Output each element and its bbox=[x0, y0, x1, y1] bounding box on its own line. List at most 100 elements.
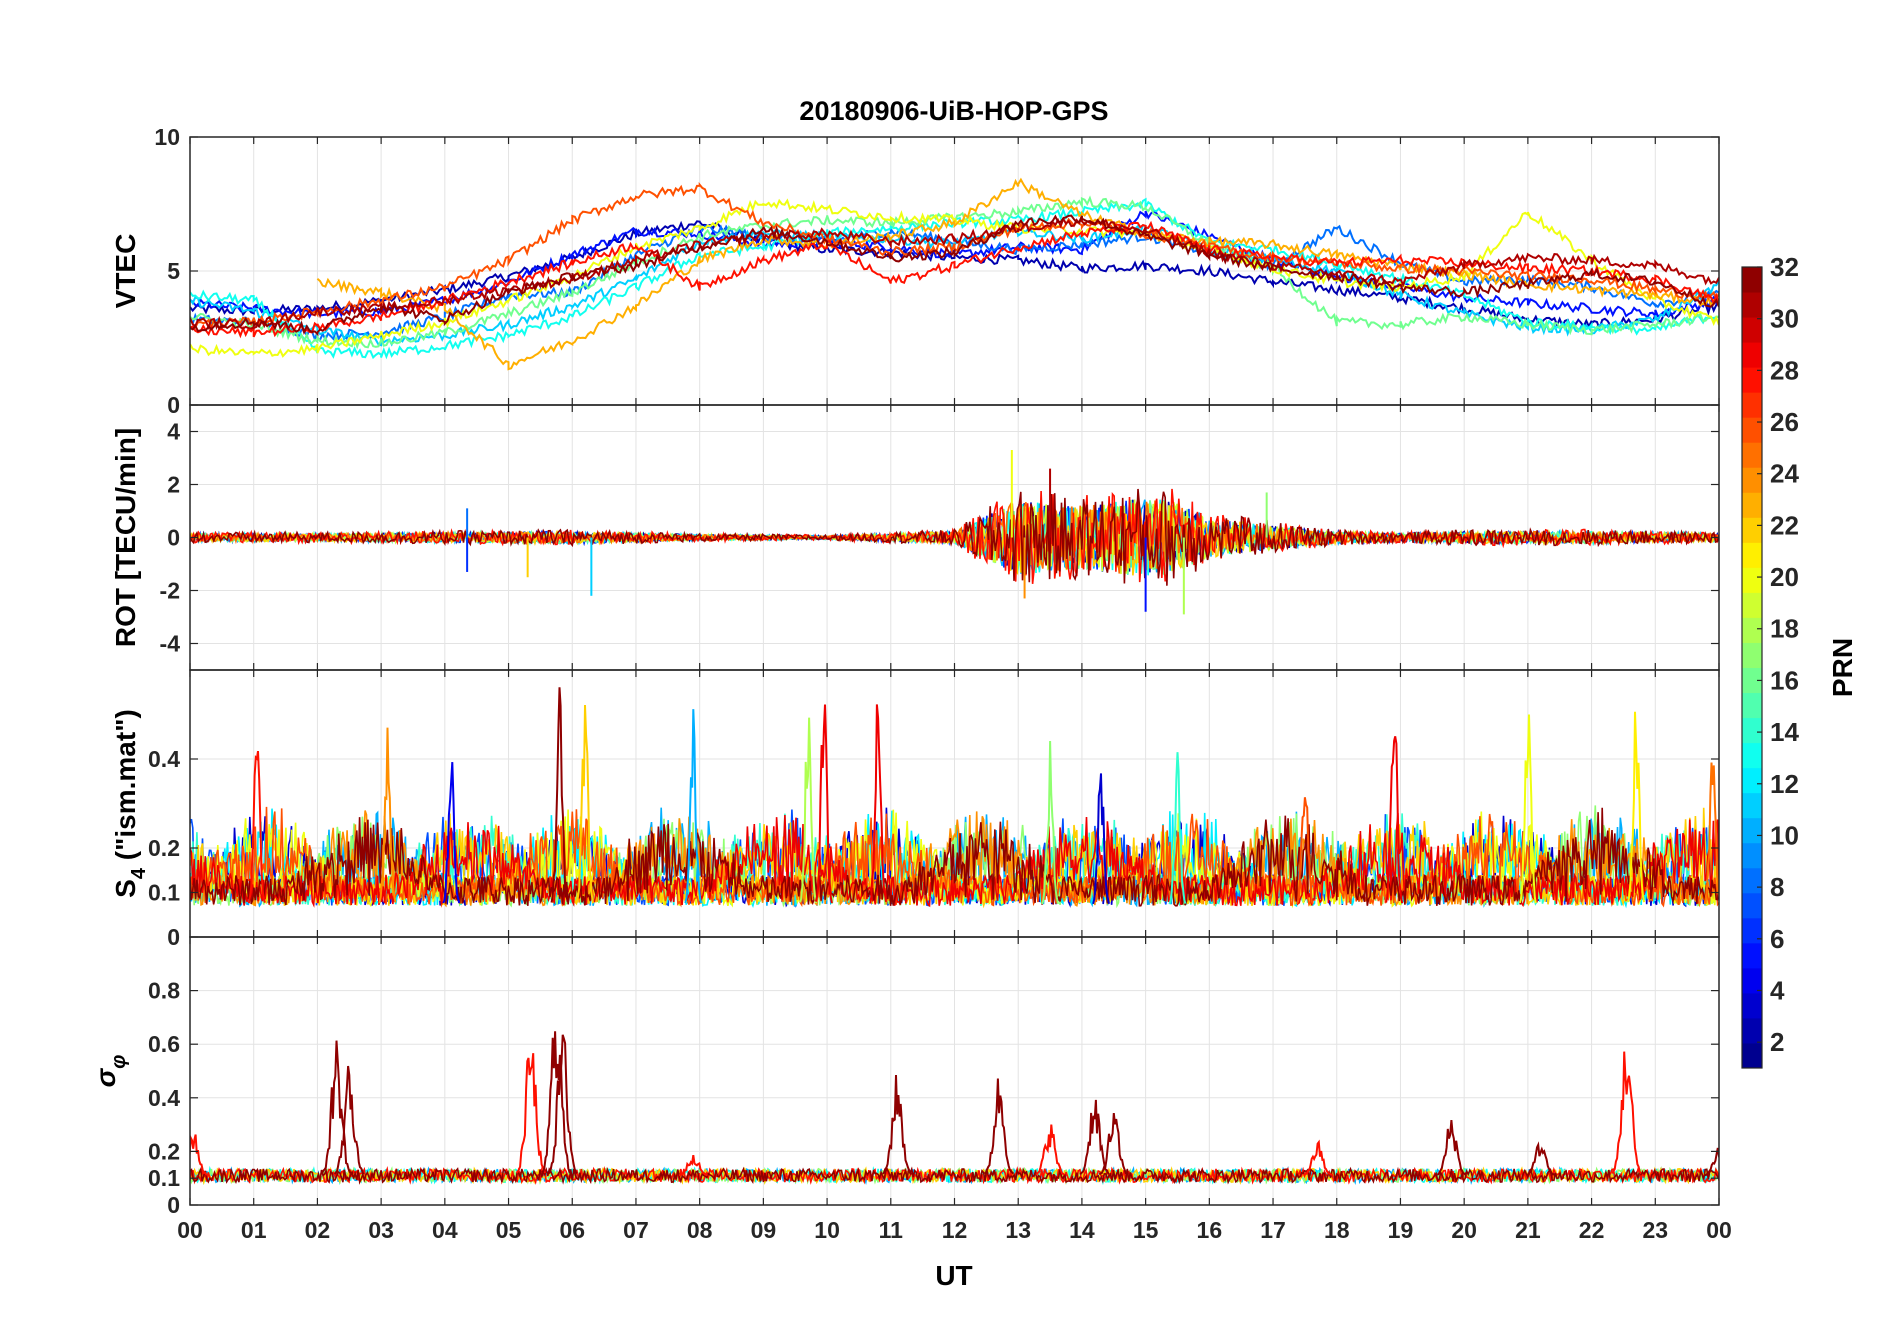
y-tick-label: 0.1 bbox=[148, 880, 180, 906]
colorbar-swatch bbox=[1742, 517, 1762, 543]
y-tick-label: 0.4 bbox=[148, 746, 180, 772]
x-tick-label: 17 bbox=[1260, 1217, 1286, 1243]
sigphi-peak bbox=[882, 1074, 913, 1176]
sigphi-peak bbox=[1526, 1141, 1556, 1176]
rot-line-prn19 bbox=[190, 499, 1719, 575]
s4-peak bbox=[1092, 773, 1110, 905]
colorbar-swatch bbox=[1742, 792, 1762, 819]
s4-peak bbox=[869, 704, 887, 904]
colorbar-swatch bbox=[1742, 392, 1762, 418]
x-tick-label: 01 bbox=[241, 1217, 267, 1243]
colorbar-tick-label: 2 bbox=[1770, 1027, 1784, 1057]
colorbar-label: PRN bbox=[1827, 638, 1858, 697]
colorbar-tick-label: 16 bbox=[1770, 665, 1799, 695]
colorbar-swatch bbox=[1742, 1042, 1762, 1069]
s4-peak bbox=[576, 704, 594, 904]
colorbar-swatch bbox=[1742, 717, 1762, 744]
y-tick-label: 0.4 bbox=[148, 1085, 180, 1111]
colorbar-swatch bbox=[1742, 767, 1762, 794]
s4-peak bbox=[1168, 752, 1187, 905]
s4-peak bbox=[378, 727, 397, 904]
sigphi-line-prn32 bbox=[190, 1166, 1719, 1185]
x-tick-label: 21 bbox=[1515, 1217, 1541, 1243]
s4-peak bbox=[1703, 762, 1719, 905]
colorbar-swatch bbox=[1742, 1017, 1762, 1044]
y-tick-label: 5 bbox=[167, 258, 180, 284]
x-tick-label: 07 bbox=[623, 1217, 649, 1243]
colorbar-swatch bbox=[1742, 917, 1762, 944]
y-tick-label: 10 bbox=[154, 124, 180, 150]
panel-vtec-ylabel: VTEC bbox=[110, 234, 141, 309]
colorbar-tick-label: 6 bbox=[1770, 924, 1784, 954]
sigphi-peak bbox=[515, 1053, 547, 1174]
x-tick-label: 08 bbox=[687, 1217, 713, 1243]
x-tick-label: 02 bbox=[305, 1217, 331, 1243]
s4-peak bbox=[442, 762, 461, 904]
sigphi-peak bbox=[547, 1034, 578, 1175]
x-tick-label: 19 bbox=[1388, 1217, 1414, 1243]
y-tick-label: 0 bbox=[167, 1192, 180, 1218]
x-tick-label: 06 bbox=[559, 1217, 585, 1243]
vtec-line-prn23 bbox=[316, 177, 1719, 371]
rot-line-prn32 bbox=[190, 488, 1719, 586]
x-axis-label: UT bbox=[935, 1260, 972, 1291]
x-tick-label: 16 bbox=[1197, 1217, 1223, 1243]
colorbar-swatch bbox=[1742, 967, 1762, 994]
colorbar-frame bbox=[1741, 266, 1763, 1069]
colorbar-swatch bbox=[1742, 317, 1762, 343]
colorbar-tick-label: 4 bbox=[1770, 975, 1785, 1005]
colorbar-swatch bbox=[1742, 492, 1762, 518]
panel-sigphi-data bbox=[190, 1031, 1719, 1186]
vtec-line-prn31 bbox=[190, 215, 1719, 331]
colorbar-swatch bbox=[1742, 567, 1762, 593]
colorbar-swatch bbox=[1742, 642, 1762, 668]
y-tick-label: 0.8 bbox=[148, 978, 180, 1004]
colorbar-tick-label: 26 bbox=[1770, 407, 1799, 437]
vtec-line-prn32 bbox=[190, 214, 1719, 337]
sigphi-peak bbox=[1436, 1120, 1467, 1176]
x-tick-label: 12 bbox=[942, 1217, 968, 1243]
x-tick-label: 13 bbox=[1005, 1217, 1031, 1243]
y-tick-label: -2 bbox=[160, 578, 180, 604]
sigphi-peak bbox=[541, 1031, 572, 1174]
sigphi-peak bbox=[334, 1065, 365, 1175]
colorbar-tick-label: 10 bbox=[1770, 820, 1799, 850]
colorbar-swatch bbox=[1742, 367, 1762, 393]
s4-peak bbox=[1627, 711, 1646, 903]
panel-vtec-data bbox=[190, 177, 1719, 371]
colorbar-swatch bbox=[1742, 617, 1762, 643]
x-tick-label: 22 bbox=[1579, 1217, 1605, 1243]
y-tick-label: 0.2 bbox=[148, 835, 180, 861]
y-tick-label: 0.2 bbox=[148, 1138, 180, 1164]
colorbar-swatch bbox=[1742, 692, 1762, 719]
s4-peak bbox=[1385, 736, 1404, 904]
x-tick-label: 03 bbox=[368, 1217, 394, 1243]
x-tick-label: 04 bbox=[432, 1217, 458, 1243]
x-tick-label: 20 bbox=[1451, 1217, 1477, 1243]
s4-peak bbox=[684, 709, 703, 904]
s4-peak bbox=[814, 704, 833, 904]
y-tick-label: 0.1 bbox=[148, 1165, 180, 1191]
panel-sigphi-ylabel: σφ bbox=[90, 1055, 130, 1088]
x-tick-label: 11 bbox=[879, 1217, 904, 1243]
sigphi-peak bbox=[1035, 1124, 1066, 1176]
sigphi-peak bbox=[1098, 1112, 1129, 1176]
x-tick-label: 05 bbox=[496, 1217, 522, 1243]
y-tick-label: 0 bbox=[167, 924, 180, 950]
s4-peak bbox=[799, 717, 817, 904]
x-tick-label: 15 bbox=[1133, 1217, 1159, 1243]
sigphi-peak bbox=[1704, 1147, 1719, 1177]
s4-peak bbox=[247, 750, 266, 904]
s4-peak bbox=[1295, 797, 1314, 905]
colorbar-tick-label: 30 bbox=[1770, 304, 1799, 334]
x-tick-label: 00 bbox=[177, 1217, 203, 1243]
x-tick-label: 14 bbox=[1069, 1217, 1095, 1243]
colorbar-tick-label: 22 bbox=[1770, 510, 1799, 540]
s4-peak bbox=[1518, 714, 1537, 904]
y-tick-label: 0.6 bbox=[148, 1031, 180, 1057]
panel-rot-data bbox=[190, 450, 1719, 615]
sigphi-peak bbox=[678, 1155, 708, 1177]
colorbar-swatch bbox=[1742, 817, 1762, 844]
colorbar-swatch bbox=[1742, 292, 1762, 318]
y-tick-label: 0 bbox=[167, 525, 180, 551]
